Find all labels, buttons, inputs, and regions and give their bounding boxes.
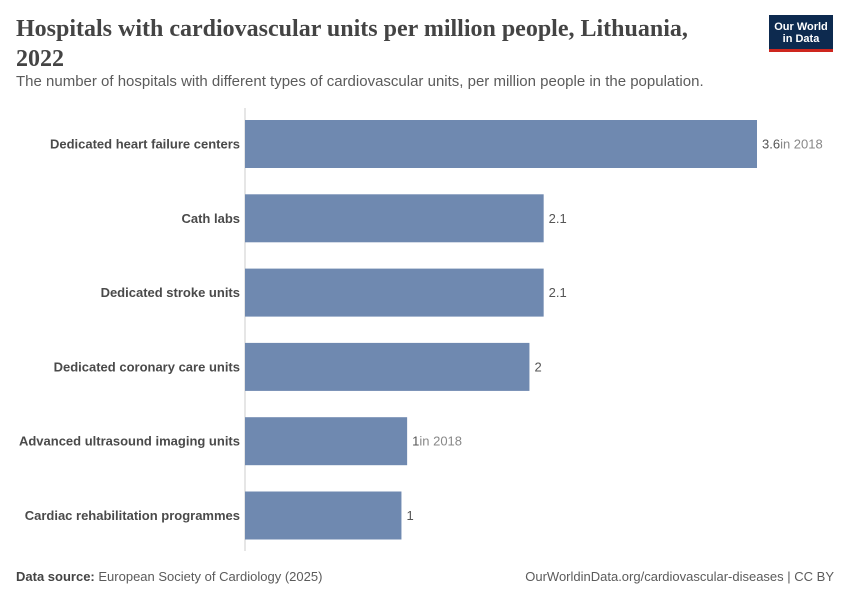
category-label: Cath labs bbox=[181, 211, 240, 226]
value-label: 3.6in 2018 bbox=[762, 137, 823, 152]
owid-logo[interactable]: Our World in Data bbox=[769, 15, 833, 52]
bar[interactable] bbox=[245, 194, 544, 243]
bar[interactable] bbox=[245, 120, 757, 168]
year-note: in 2018 bbox=[780, 137, 823, 152]
bar[interactable] bbox=[245, 417, 408, 466]
value-label: 2.1 bbox=[549, 211, 567, 226]
year-note: in 2018 bbox=[419, 434, 462, 449]
category-label: Cardiac rehabilitation programmes bbox=[25, 508, 240, 523]
value-label: 1 bbox=[406, 508, 413, 523]
value-label: 2.1 bbox=[549, 285, 567, 300]
chart-subtitle: The number of hospitals with different t… bbox=[16, 73, 704, 90]
bar[interactable] bbox=[245, 342, 530, 391]
source-url[interactable]: OurWorldinData.org/cardiovascular-diseas… bbox=[525, 569, 834, 584]
bar[interactable] bbox=[245, 268, 544, 317]
category-label: Dedicated coronary care units bbox=[54, 359, 240, 374]
value-label: 1in 2018 bbox=[412, 434, 462, 449]
category-label: Dedicated stroke units bbox=[101, 285, 240, 300]
category-label: Advanced ultrasound imaging units bbox=[19, 434, 240, 449]
logo-line-2: in Data bbox=[782, 33, 820, 45]
bar[interactable] bbox=[245, 491, 402, 540]
chart-title: Hospitals with cardiovascular units per … bbox=[16, 16, 688, 72]
logo-line-1: Our World bbox=[774, 21, 828, 33]
data-source: Data source: European Society of Cardiol… bbox=[16, 569, 322, 584]
data-source-label: Data source: bbox=[16, 569, 95, 584]
category-label: Dedicated heart failure centers bbox=[50, 137, 240, 152]
data-source-text[interactable]: European Society of Cardiology (2025) bbox=[98, 569, 323, 584]
value-label: 2 bbox=[534, 359, 541, 374]
